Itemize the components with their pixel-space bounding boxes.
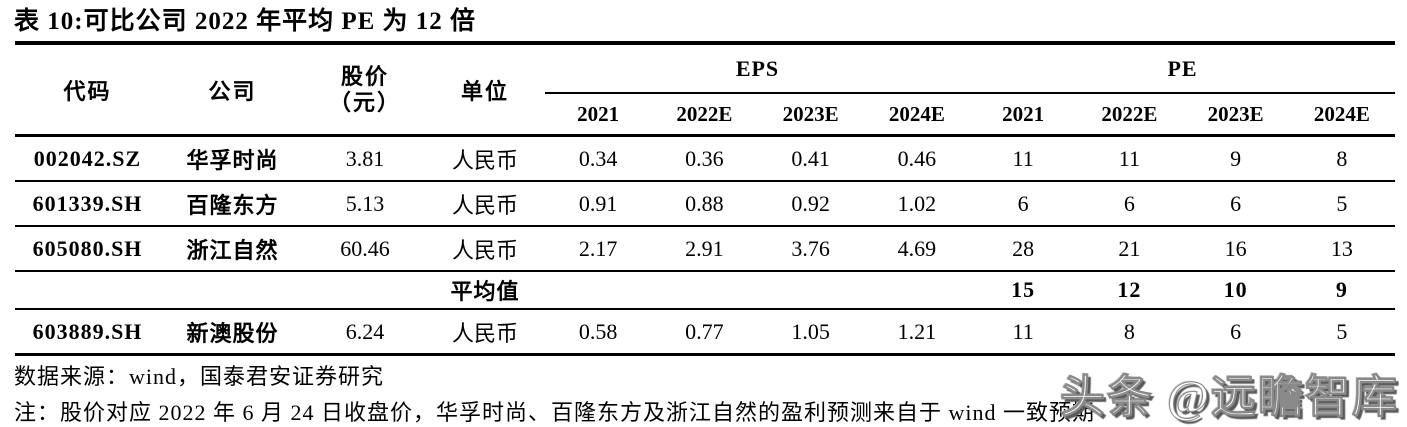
cell-code: 605080.SH [32, 235, 143, 261]
cell-unit: 人民币 [451, 237, 518, 263]
data-source-line: 数据来源：wind，国泰君安证券研究 [14, 364, 385, 389]
cell-eps-2022e: 0.77 [685, 318, 724, 344]
col-header-eps-2021: 2021 [577, 101, 620, 126]
col-header-eps-2022e: 2022E [676, 101, 733, 126]
cell-pe-2021: 28 [1012, 235, 1035, 261]
comparable-companies-table: 代码 公司 股价 （元） 单位 EPS PE 2021 2022E 2023E … [15, 41, 1395, 356]
cell-empty [15, 271, 160, 309]
col-header-code: 代码 [63, 78, 112, 104]
cell-pe-2022e: 6 [1123, 190, 1135, 216]
cell-empty [758, 271, 864, 309]
price-header-line2: （元） [328, 89, 401, 115]
col-header-pe-2023e: 2023E [1207, 101, 1264, 126]
cell-eps-2021: 0.58 [578, 318, 618, 344]
col-header-unit: 单位 [460, 78, 509, 104]
header-year-row: 2021 2022E 2023E 2024E 2021 2022E 2023E … [15, 93, 1395, 136]
cell-eps-2024e: 1.02 [897, 190, 937, 216]
cell-company: 新澳股份 [186, 320, 279, 346]
cell-unit: 人民币 [451, 147, 518, 173]
cell-eps-2023e: 0.41 [791, 145, 830, 171]
cell-pe-2021: 11 [1012, 318, 1034, 344]
cell-eps-2021: 2.17 [578, 235, 618, 261]
table-row-average: 平均值 15 12 10 9 [15, 271, 1395, 309]
cell-company: 华孚时尚 [186, 147, 279, 173]
cell-empty [651, 271, 757, 309]
cell-eps-2023e: 0.92 [791, 190, 830, 216]
col-header-pe-2022e: 2022E [1101, 101, 1158, 126]
table-row-xinao: 603889.SH 新澳股份 6.24 人民币 0.58 0.77 1.05 1… [15, 309, 1395, 355]
col-header-eps-2024e: 2024E [888, 101, 945, 126]
cell-pe-2024e: 5 [1336, 190, 1348, 216]
col-header-price: 股价 （元） [305, 43, 425, 136]
cell-eps-2022e: 0.36 [685, 145, 724, 171]
cell-empty [864, 271, 970, 309]
col-group-eps: EPS [545, 43, 970, 94]
cell-pe-2022e: 8 [1123, 318, 1135, 344]
header-group-row: 代码 公司 股价 （元） 单位 EPS PE [15, 43, 1395, 115]
cell-pe-2023e: 9 [1230, 145, 1242, 171]
cell-pe-2024e: 8 [1336, 145, 1348, 171]
cell-pe-2024e: 13 [1330, 235, 1353, 261]
cell-eps-2024e: 4.69 [897, 235, 937, 261]
cell-unit: 人民币 [451, 192, 518, 218]
cell-pe-2023e: 6 [1230, 318, 1242, 344]
cell-price: 60.46 [340, 235, 390, 261]
col-header-eps-2023e: 2023E [782, 101, 839, 126]
cell-pe-2023e: 6 [1230, 190, 1242, 216]
cell-pe-2021: 6 [1017, 190, 1029, 216]
cell-price: 6.24 [345, 318, 385, 344]
watermark-text: 头条 @远瞻智库 [1059, 372, 1399, 423]
cell-pe-2022e: 21 [1118, 235, 1141, 261]
table-row-bailong: 601339.SH 百隆东方 5.13 人民币 0.91 0.88 0.92 1… [15, 181, 1395, 226]
cell-avg-pe-2021: 15 [1011, 277, 1036, 302]
cell-empty [160, 271, 305, 309]
cell-unit: 人民币 [451, 320, 518, 346]
table-header: 代码 公司 股价 （元） 单位 EPS PE 2021 2022E 2023E … [15, 43, 1395, 136]
table-row-zhejiang: 605080.SH 浙江自然 60.46 人民币 2.17 2.91 3.76 … [15, 226, 1395, 271]
col-group-pe: PE [970, 43, 1395, 94]
cell-pe-2023e: 16 [1224, 235, 1247, 261]
cell-pe-2022e: 11 [1118, 145, 1140, 171]
cell-avg-pe-2023e: 10 [1223, 277, 1248, 302]
col-header-company: 公司 [208, 78, 257, 104]
cell-price: 5.13 [345, 190, 385, 216]
cell-eps-2022e: 2.91 [685, 235, 724, 261]
cell-empty [305, 271, 425, 309]
cell-code: 601339.SH [32, 190, 143, 216]
cell-code: 603889.SH [32, 318, 143, 344]
col-header-pe-2024e: 2024E [1313, 101, 1370, 126]
table-title: 表 10:可比公司 2022 年平均 PE 为 12 倍 [14, 8, 477, 35]
cell-eps-2024e: 1.21 [897, 318, 937, 344]
cell-avg-pe-2024e: 9 [1335, 277, 1348, 302]
cell-eps-2022e: 0.88 [685, 190, 724, 216]
cell-price: 3.81 [345, 145, 385, 171]
cell-pe-2024e: 5 [1336, 318, 1348, 344]
cell-eps-2021: 0.91 [578, 190, 618, 216]
cell-empty [545, 271, 651, 309]
table-row-huafu: 002042.SZ 华孚时尚 3.81 人民币 0.34 0.36 0.41 0… [15, 136, 1395, 182]
cell-company: 浙江自然 [186, 237, 279, 263]
note-line: 注：股价对应 2022 年 6 月 24 日收盘价，华孚时尚、百隆东方及浙江自然… [14, 400, 1096, 425]
col-header-pe-2021: 2021 [1002, 101, 1045, 126]
cell-eps-2023e: 1.05 [791, 318, 830, 344]
cell-pe-2021: 11 [1012, 145, 1034, 171]
cell-company: 百隆东方 [186, 192, 279, 218]
cell-eps-2023e: 3.76 [791, 235, 830, 261]
cell-eps-2024e: 0.46 [897, 145, 937, 171]
cell-code: 002042.SZ [33, 145, 142, 171]
cell-avg-pe-2022e: 12 [1117, 277, 1142, 302]
cell-average-label: 平均值 [450, 279, 520, 304]
price-header-line1: 股价 [340, 63, 389, 89]
cell-eps-2021: 0.34 [578, 145, 618, 171]
